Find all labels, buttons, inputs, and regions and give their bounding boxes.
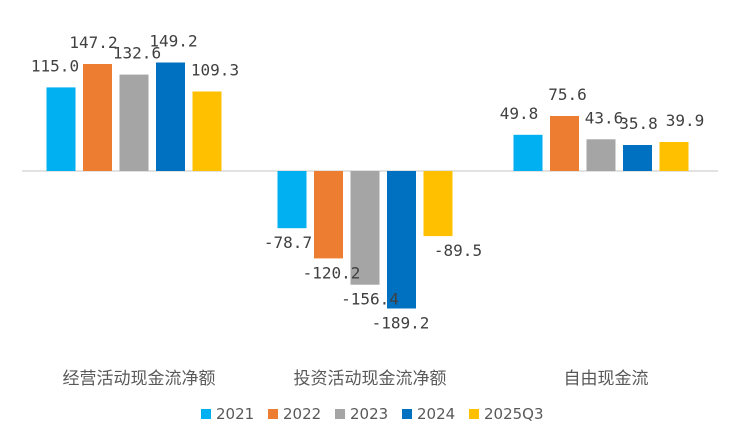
legend: 2021 2022 2023 2024 2025Q3 bbox=[201, 405, 544, 423]
legend-swatch-2024 bbox=[402, 409, 412, 419]
legend-label-2021: 2021 bbox=[216, 405, 254, 423]
value-label-2024-cat3: 35.8 bbox=[619, 114, 658, 133]
bar-2021-cat3 bbox=[513, 134, 543, 171]
legend-label-2022: 2022 bbox=[283, 405, 321, 423]
legend-label-2023: 2023 bbox=[350, 405, 388, 423]
value-label-2023-cat2: -156.4 bbox=[341, 290, 399, 309]
bar-2025Q3-cat2 bbox=[423, 171, 453, 237]
value-label-2025Q3-cat1: 109.3 bbox=[191, 61, 239, 80]
legend-swatch-2023 bbox=[335, 409, 345, 419]
bar-2023-cat3 bbox=[586, 139, 616, 171]
bar-2024-cat2 bbox=[387, 171, 416, 309]
value-label-2021-cat2: -78.7 bbox=[264, 233, 312, 252]
bars-group bbox=[46, 62, 689, 309]
value-label-2022-cat2: -120.2 bbox=[303, 263, 361, 282]
value-label-2021-cat3: 49.8 bbox=[500, 104, 539, 123]
bar-2024-cat1 bbox=[156, 62, 185, 171]
legend-swatch-2021 bbox=[201, 409, 211, 419]
bar-2025Q3-cat3 bbox=[659, 142, 689, 171]
legend-swatch-2025Q3 bbox=[469, 409, 479, 419]
bar-2023-cat1 bbox=[119, 74, 149, 171]
bar-2022-cat3 bbox=[550, 116, 579, 171]
legend-swatch-2022 bbox=[268, 409, 278, 419]
legend-label-2025Q3: 2025Q3 bbox=[484, 405, 544, 423]
value-label-2025Q3-cat2: -89.5 bbox=[434, 241, 482, 260]
category-labels-group: 经营活动现金流净额 投资活动现金流净额 自由现金流 bbox=[63, 369, 649, 389]
value-label-2025Q3-cat3: 39.9 bbox=[666, 111, 705, 130]
bar-2022-cat1 bbox=[83, 64, 112, 171]
value-label-2024-cat2: -189.2 bbox=[372, 314, 430, 333]
value-label-2023-cat3: 43.6 bbox=[585, 108, 624, 127]
value-label-2022-cat1: 147.2 bbox=[69, 33, 117, 52]
bar-2021-cat1 bbox=[46, 87, 76, 171]
legend-label-2024: 2024 bbox=[417, 405, 455, 423]
value-label-2023-cat1: 132.6 bbox=[113, 44, 161, 63]
value-label-2021-cat1: 115.0 bbox=[31, 56, 79, 75]
bar-2021-cat2 bbox=[277, 171, 307, 229]
category-label-1: 经营活动现金流净额 bbox=[63, 369, 216, 389]
bar-2024-cat3 bbox=[623, 145, 652, 171]
category-label-2: 投资活动现金流净额 bbox=[294, 369, 447, 389]
value-label-2022-cat3: 75.6 bbox=[548, 85, 587, 104]
category-label-3: 自由现金流 bbox=[564, 369, 649, 389]
bar-2025Q3-cat1 bbox=[192, 91, 222, 171]
bar-2022-cat2 bbox=[314, 171, 343, 259]
bar-2023-cat2 bbox=[350, 171, 380, 285]
value-label-2024-cat1: 149.2 bbox=[149, 32, 197, 51]
